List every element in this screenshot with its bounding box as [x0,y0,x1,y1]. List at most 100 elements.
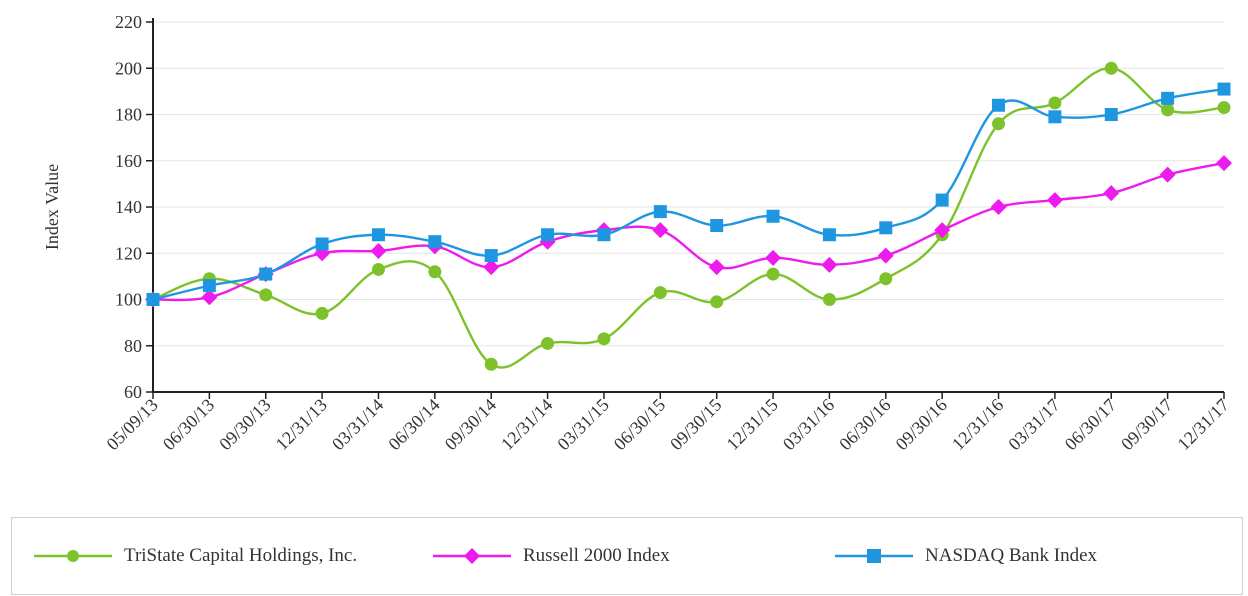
data-point [992,117,1006,131]
y-tick-label: 160 [115,151,142,171]
x-tick-label: 12/31/17 [1173,395,1232,454]
data-point [259,267,273,281]
data-point [428,265,442,279]
data-point [428,235,442,249]
series-line [152,161,1225,302]
data-point [934,222,951,239]
x-tick-label: 03/31/17 [1004,395,1063,454]
data-point [1161,103,1175,117]
series-line [152,87,1225,301]
data-point [1104,61,1118,75]
data-point [541,228,555,242]
x-tick-label: 03/31/15 [553,395,612,454]
series-0 [146,61,1231,371]
data-point [315,306,329,320]
y-tick-label: 220 [115,12,142,32]
x-tick-label: 09/30/14 [441,395,500,454]
data-point [1217,82,1231,96]
data-point [541,336,555,350]
data-point [315,237,329,251]
data-point [371,262,385,276]
x-tick-label: 12/31/16 [948,395,1007,454]
legend-item-nasdaq: NASDAQ Bank Index [835,544,1097,568]
data-point [201,289,218,306]
data-point [653,286,667,300]
x-tick-label: 06/30/16 [835,395,894,454]
series-2 [146,82,1231,306]
x-tick-label: 06/30/17 [1061,395,1120,454]
legend-label-tristate: TriState Capital Holdings, Inc. [124,545,358,566]
data-point [1159,166,1176,183]
data-point [1046,192,1063,209]
legend-item-russell: Russell 2000 Index [433,544,670,568]
series-line [152,67,1225,369]
x-tick-label: 12/31/15 [722,395,781,454]
data-point [371,228,385,242]
y-tick-label: 100 [115,290,142,310]
data-point [1217,101,1231,115]
axes [152,18,1224,393]
data-point [708,259,725,276]
y-tick-labels: 60 80 100 120 140 160 180 200 220 [115,12,153,402]
data-point [597,332,611,346]
data-point [1103,185,1120,202]
data-point [1048,96,1062,110]
data-point [990,199,1007,215]
legend-item-tristate: TriState Capital Holdings, Inc. [34,544,357,568]
data-point [766,209,780,223]
data-point [879,272,893,286]
x-tick-label: 09/30/13 [215,395,274,454]
y-tick-label: 80 [124,336,142,356]
x-tick-label: 06/30/13 [159,395,218,454]
y-axis-label: Index Value [42,164,62,250]
y-tick-label: 140 [115,197,142,217]
data-point [821,256,838,273]
data-point [1216,155,1232,172]
legend-swatch-diamond-icon [433,548,511,564]
data-point [484,249,498,263]
x-tick-label: 09/30/16 [892,395,951,454]
y-tick-label: 180 [115,105,142,125]
legend-label-russell: Russell 2000 Index [523,545,670,566]
y-tick-label: 200 [115,58,142,78]
series-group [145,61,1232,371]
data-point [765,249,782,266]
x-tick-label: 12/31/13 [272,395,331,454]
legend-label-nasdaq: NASDAQ Bank Index [925,545,1098,566]
x-tick-label: 09/30/15 [666,395,725,454]
data-point [597,228,611,242]
legend: TriState Capital Holdings, Inc. Russell … [11,517,1243,595]
data-point [483,259,500,276]
data-point [370,242,387,259]
x-tick-label: 06/30/15 [610,395,669,454]
x-tick-label: 09/30/17 [1117,395,1176,454]
data-point [766,267,780,281]
x-tick-label: 06/30/14 [384,395,443,454]
y-tick-label: 120 [115,243,142,263]
data-point [652,222,669,239]
y-tick-label: 60 [124,382,142,402]
x-tick-label: 03/31/16 [779,395,838,454]
data-point [822,228,836,242]
data-point [710,295,724,309]
data-point [1048,110,1062,124]
data-point [259,288,273,302]
data-point [877,247,894,264]
data-point [1161,91,1175,105]
data-point [1104,108,1118,121]
data-point [935,193,949,207]
data-point [710,219,724,232]
legend-swatch-square-icon [835,549,913,563]
series-1 [145,155,1232,308]
data-point [992,98,1006,112]
x-tick-label: 12/31/14 [497,395,556,454]
data-point [146,293,160,306]
data-point [879,221,893,235]
data-point [822,293,836,306]
data-point [653,205,667,219]
data-point [484,357,498,371]
data-point [202,279,216,293]
x-tick-label: 05/09/13 [102,395,161,454]
x-tick-labels: 05/09/1306/30/1309/30/1312/31/1303/31/14… [102,392,1233,454]
